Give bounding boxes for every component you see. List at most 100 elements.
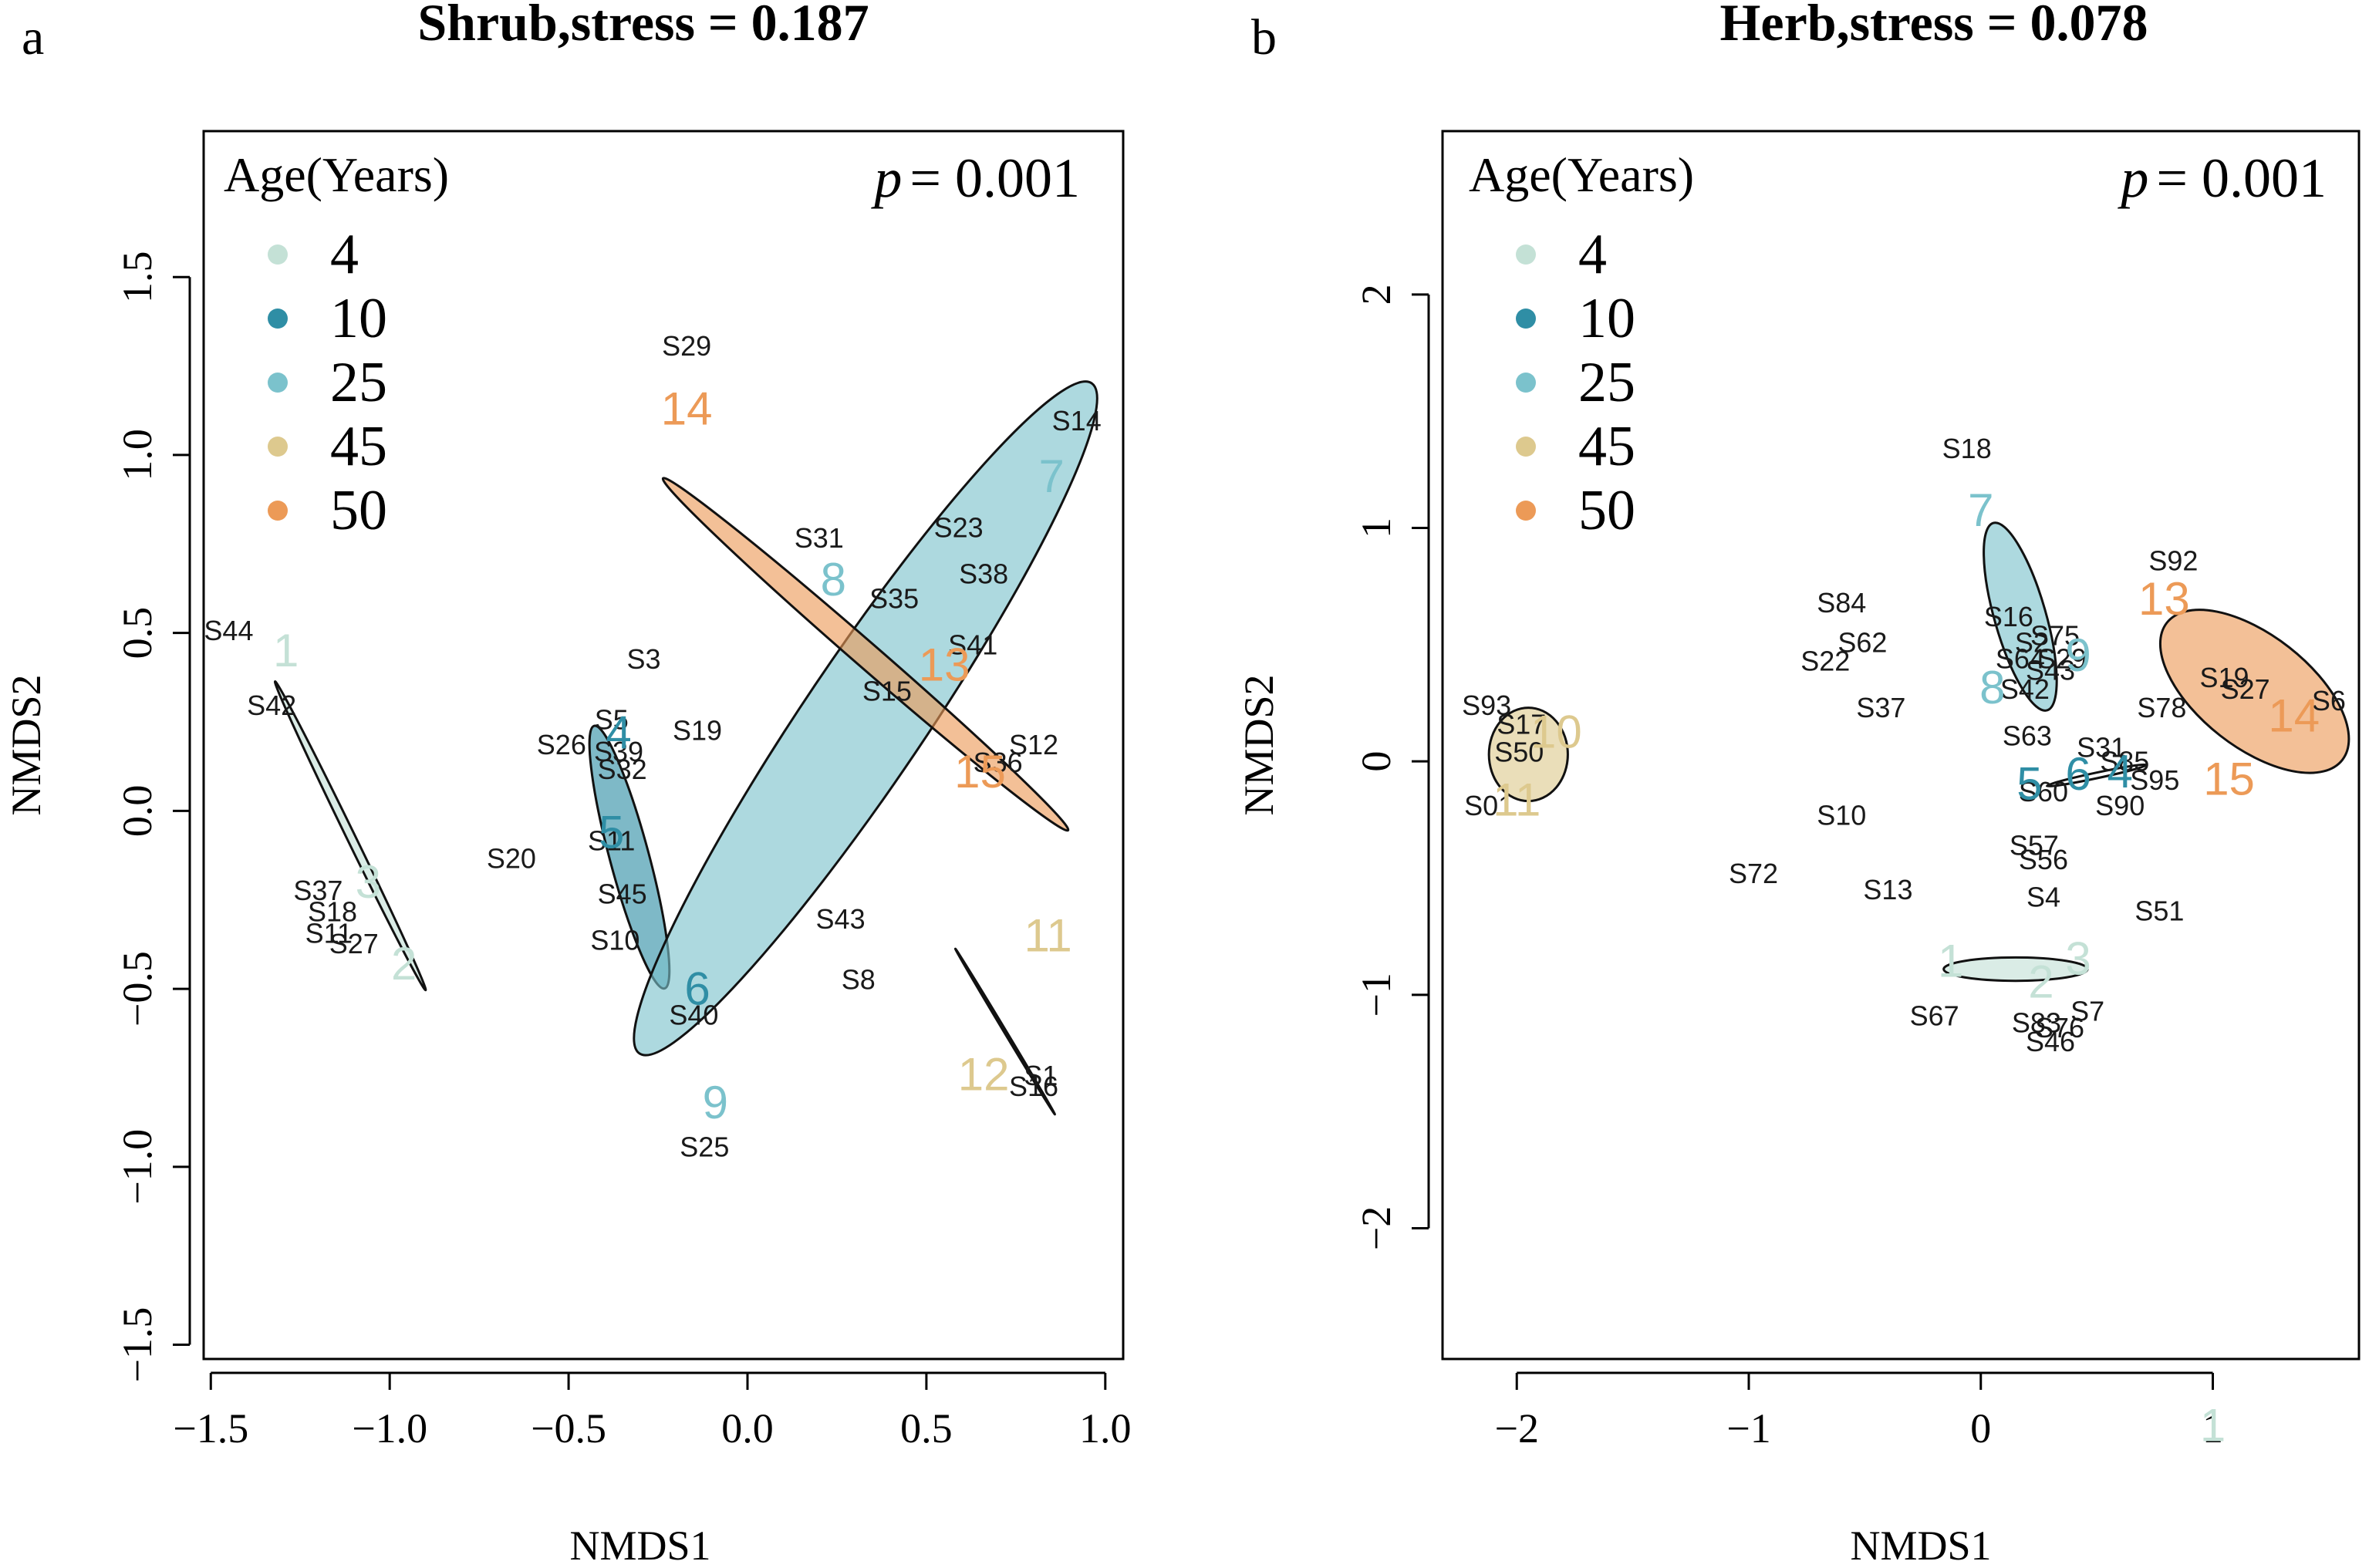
y-tick-label: 2: [1353, 284, 1399, 305]
site-label: S23: [934, 511, 984, 543]
site-label: S72: [1729, 858, 1778, 889]
legend-label: 50: [1578, 479, 1635, 542]
panel-a-site-labels: S29S14S23S38S31S35S41S15S12S36S44S42S3S1…: [204, 330, 1101, 1162]
group-label: 3: [356, 856, 381, 908]
site-label: S42: [2000, 673, 2050, 705]
site-label: S64: [1996, 643, 2045, 675]
site-label: S10: [590, 925, 639, 956]
site-label: S35: [869, 583, 919, 615]
site-label: S16: [1984, 601, 2033, 632]
site-label: S36: [974, 747, 1023, 778]
group-label: 5: [599, 807, 624, 858]
site-label: S31: [2077, 732, 2126, 764]
site-label: S29: [662, 330, 711, 362]
group-label: 15: [2203, 753, 2255, 804]
site-label: S5: [595, 704, 629, 736]
x-tick-label: −2: [1495, 1405, 1539, 1452]
site-label: S50: [1494, 737, 1544, 768]
y-tick-label: −0.5: [114, 951, 160, 1027]
ellipse-group-10: [2045, 763, 2148, 788]
x-tick-label: 1.0: [1079, 1405, 1132, 1452]
ellipse-group-45: [953, 947, 1056, 1116]
y-tick-label: −1.0: [114, 1129, 160, 1205]
group-label: 2: [2028, 956, 2053, 1008]
group-label: 12: [958, 1048, 1010, 1100]
panel-b-p-value: p = 0.001: [2117, 147, 2327, 209]
legend-swatch-45: [1516, 437, 1536, 457]
legend-label: 50: [330, 479, 387, 542]
site-label: S10: [1817, 799, 1866, 831]
site-label: S40: [669, 1000, 718, 1031]
ellipse-group-50: [661, 477, 1070, 832]
panel-a-y-axis-label: NMDS2: [3, 674, 49, 815]
site-label: S11: [305, 917, 353, 949]
site-label: S41: [948, 629, 997, 661]
site-label: S4: [2026, 881, 2060, 912]
group-label: 7: [1968, 484, 1993, 536]
x-tick-label: 0: [1970, 1405, 1991, 1452]
group-label: 2: [391, 938, 417, 990]
y-tick-label: 1: [1353, 518, 1399, 538]
panel-a-title: Shrub,stress = 0.187: [417, 0, 869, 52]
site-label: S7: [2070, 996, 2104, 1027]
site-label: S31: [795, 522, 844, 554]
site-label: S45: [598, 878, 647, 910]
x-tick-label: −1.5: [173, 1405, 248, 1452]
site-label: S19: [2200, 662, 2249, 693]
group-label: 11: [1024, 909, 1071, 961]
site-label: S16: [1009, 1071, 1058, 1102]
site-label: S42: [247, 690, 296, 721]
site-label: S13: [1863, 874, 1912, 905]
ellipse-group-4: [1942, 956, 2089, 983]
site-label: S2: [2015, 626, 2049, 658]
site-label: S18: [308, 896, 357, 928]
group-label: 10: [1530, 706, 1582, 758]
group-label: 14: [661, 383, 713, 434]
site-label: S18: [1942, 433, 1992, 464]
legend-swatch-50: [268, 501, 288, 521]
ellipse-group-50: [2158, 609, 2350, 774]
site-label: S27: [2221, 673, 2270, 705]
site-label: S63: [2003, 720, 2052, 751]
panel-a-plot-frame: [202, 130, 1125, 1361]
x-tick-label: 1: [2202, 1405, 2223, 1452]
panel-b-plot-frame: [1441, 130, 2361, 1361]
panel-a-x-axis-label: NMDS1: [569, 1522, 710, 1568]
site-label: S85: [2100, 746, 2149, 777]
site-label: S75: [2030, 619, 2080, 651]
legend-label: 4: [330, 223, 359, 286]
y-tick-label: −2: [1353, 1206, 1399, 1250]
group-label: 6: [684, 963, 710, 1015]
site-label: S90: [2095, 790, 2145, 821]
group-label: 15: [954, 746, 1006, 797]
group-label: 6: [2065, 748, 2091, 800]
ellipse-group-45: [1487, 706, 1569, 803]
site-label: S37: [1856, 692, 1905, 723]
site-label: S62: [1837, 626, 1887, 658]
site-label: S26: [537, 729, 586, 760]
legend-label: 4: [1578, 223, 1607, 286]
legend-label: 45: [330, 415, 387, 478]
legend-label: 45: [1578, 415, 1635, 478]
panel-b-site-labels: S18S92S84S62S22S37S16S75S2S64S29S43S42S6…: [1462, 433, 2346, 1057]
panel-a-letter: a: [22, 9, 44, 66]
ellipse-group-25: [1983, 521, 2058, 712]
site-label: S57: [2010, 830, 2059, 862]
site-label: S20: [487, 842, 536, 874]
ellipse-group-25: [633, 380, 1098, 1057]
group-label: 9: [2065, 629, 2091, 681]
legend-swatch-50: [1516, 501, 1536, 521]
site-label: S37: [293, 875, 343, 906]
legend-swatch-4: [1516, 244, 1536, 265]
site-label: S3: [626, 643, 660, 675]
group-label: 1: [1938, 935, 1963, 986]
site-label: S29: [2037, 643, 2087, 675]
y-tick-label: 0.5: [114, 607, 160, 659]
group-label: 7: [1039, 450, 1065, 502]
site-label: S60: [2019, 776, 2068, 808]
site-label: S76: [2035, 1012, 2084, 1044]
group-label: 4: [2107, 746, 2133, 797]
